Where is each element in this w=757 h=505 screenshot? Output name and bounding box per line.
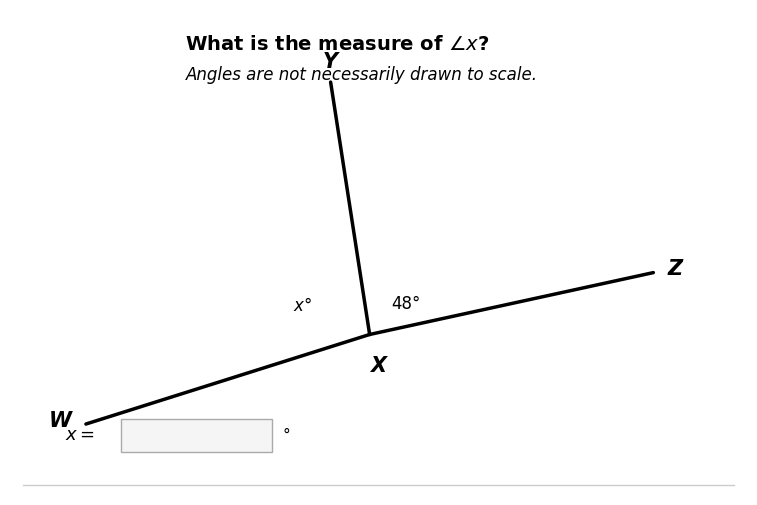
Text: $x =$: $x =$: [64, 426, 95, 444]
Text: 48°: 48°: [391, 295, 420, 313]
Text: W: W: [48, 411, 72, 431]
Text: X: X: [370, 356, 387, 376]
Text: Y: Y: [323, 53, 338, 72]
FancyBboxPatch shape: [121, 419, 272, 452]
Text: Z: Z: [668, 260, 683, 279]
Text: $x°$: $x°$: [293, 297, 312, 315]
Text: Angles are not necessarily drawn to scale.: Angles are not necessarily drawn to scal…: [185, 66, 537, 84]
Text: What is the measure of $\angle x$?: What is the measure of $\angle x$?: [185, 35, 490, 55]
Text: °: °: [283, 428, 291, 443]
